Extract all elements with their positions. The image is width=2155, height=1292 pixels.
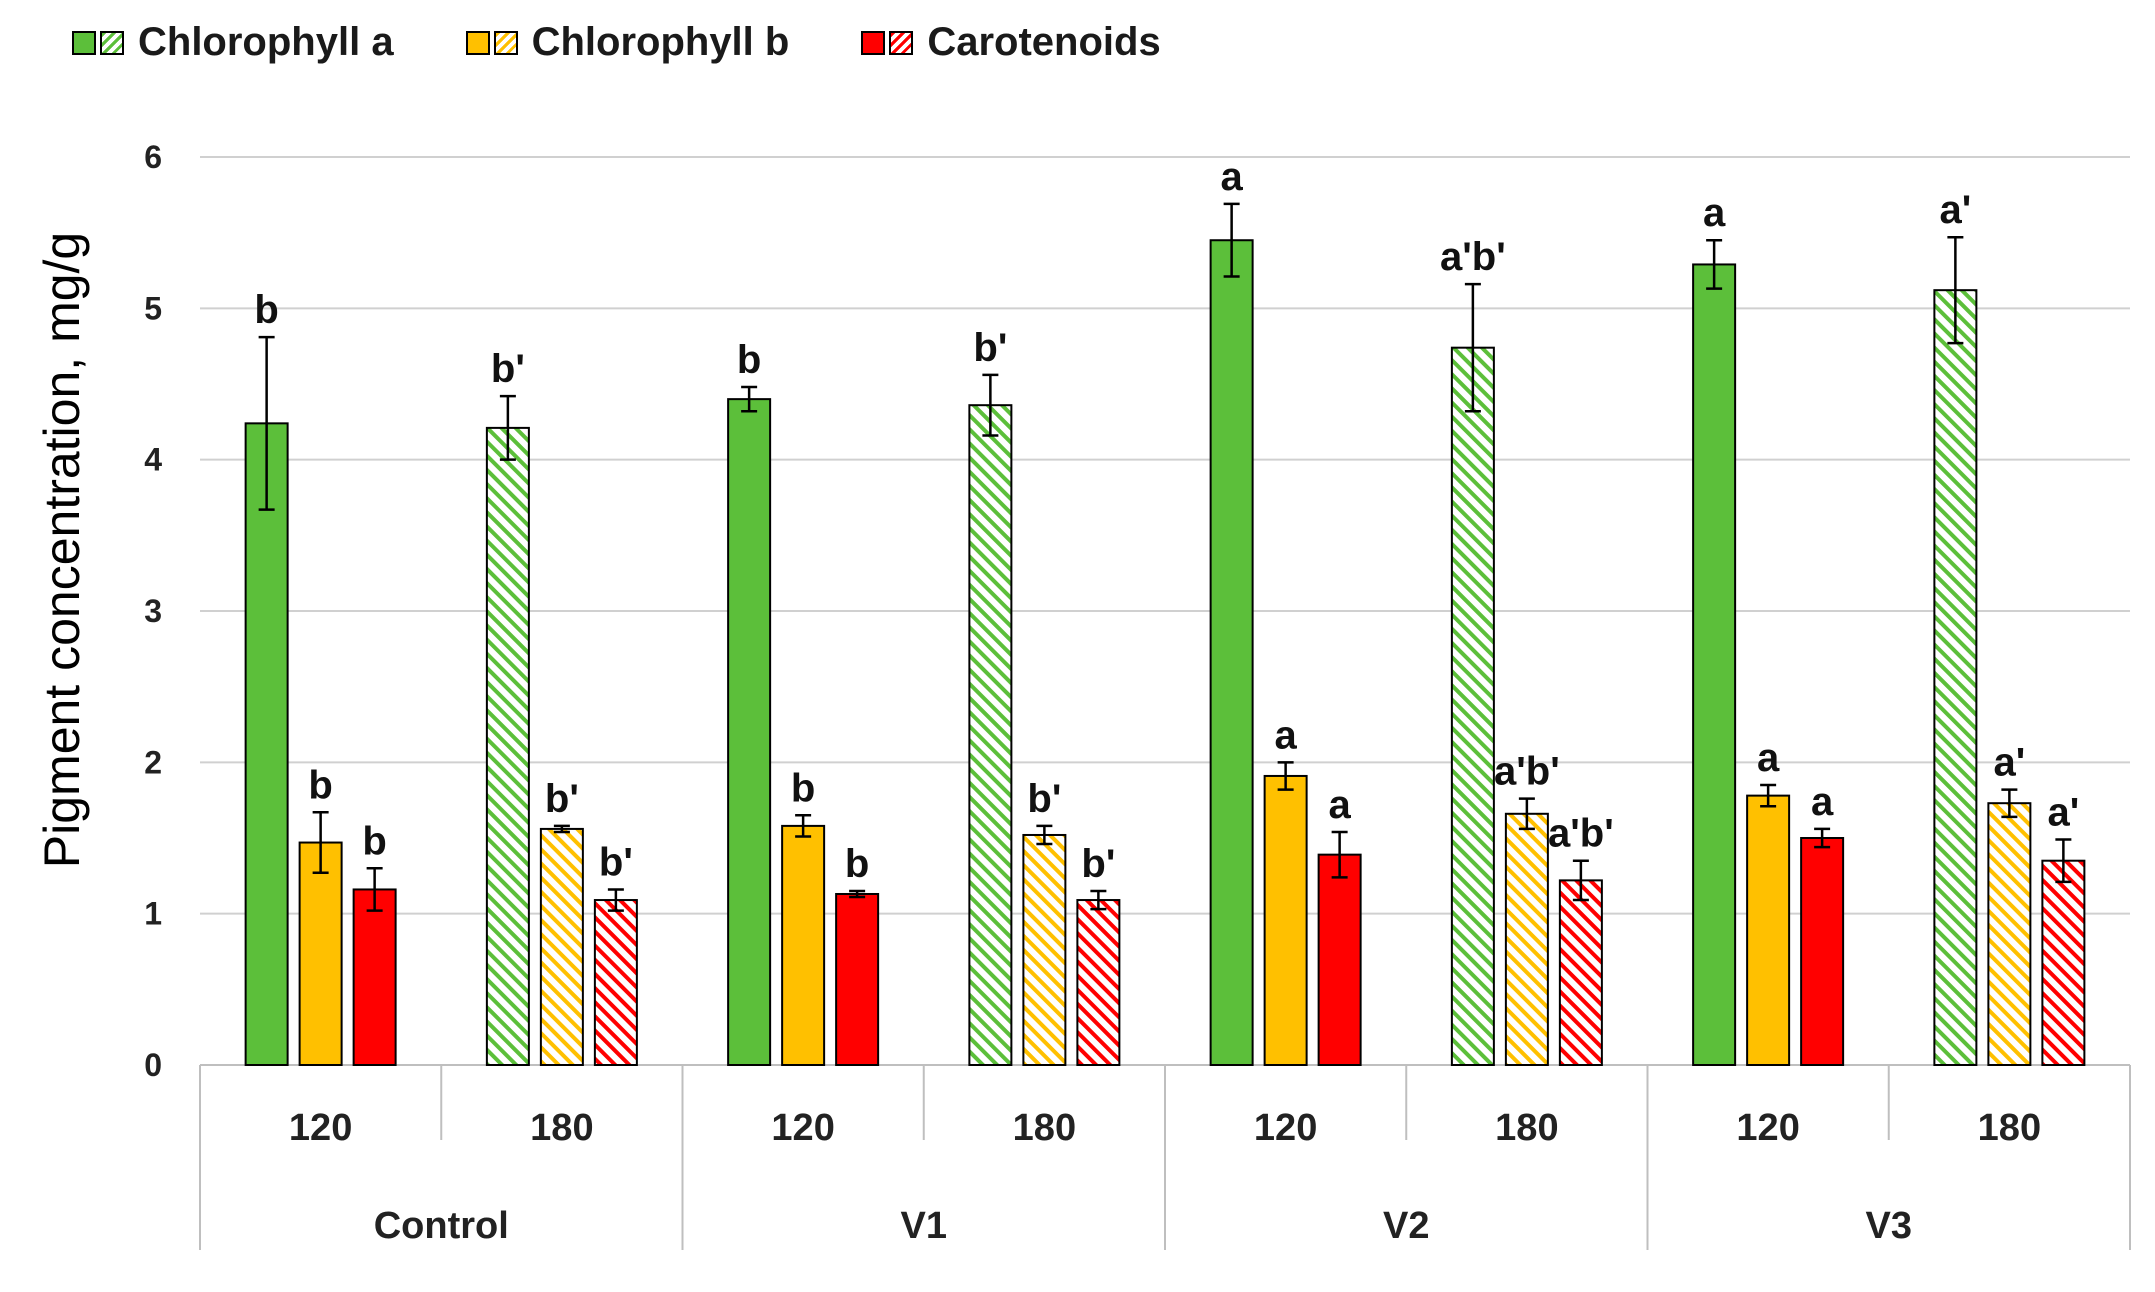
bar [1263,774,1308,1066]
y-tick-label: 1 [144,896,162,932]
bar [2041,859,2086,1067]
bar [1504,812,1549,1067]
period-label: 180 [1495,1107,1558,1149]
legend-swatch-carotenoids-hatched [889,30,914,55]
bar [1450,346,1495,1066]
legend-label-chlorophyll-b: Chlorophyll b [531,20,790,64]
significance-label: b [737,338,761,382]
bar [298,841,343,1066]
period-label: 120 [289,1107,352,1149]
legend-item-chlorophyll-a: Chlorophyll a [72,20,394,65]
legend-item-chlorophyll-b: Chlorophyll b [465,20,790,65]
significance-label: a [1757,736,1780,780]
significance-label: b [254,288,278,332]
significance-label: a' [1939,188,1971,232]
bar [352,888,397,1066]
significance-label: a'b' [1548,812,1614,856]
bar [727,398,772,1066]
significance-label: b [845,842,869,886]
group-label: Control [374,1205,509,1247]
significance-label: a' [1993,741,2025,785]
significance-label: a'b' [1440,235,1506,279]
significance-label: a [1221,155,1244,199]
y-tick-label: 0 [144,1047,162,1083]
bar [1209,239,1254,1066]
period-label: 180 [1013,1107,1076,1149]
group-label: V3 [1866,1205,1912,1247]
y-tick-label: 5 [144,290,162,326]
bar [1317,853,1362,1066]
significance-label: b' [599,840,633,884]
period-label: 120 [1736,1107,1799,1149]
legend-item-carotenoids: Carotenoids [861,20,1161,65]
bar [1076,899,1121,1067]
significance-label: b' [973,326,1007,370]
chart-legend: Chlorophyll a Chlorophyll b Carotenoids [72,20,1233,65]
period-label: 120 [771,1107,834,1149]
significance-label: b [791,766,815,810]
y-tick-label: 6 [144,139,162,175]
legend-swatch-chlorophyll-b-solid [465,30,490,55]
bar [485,426,530,1066]
y-tick-label: 2 [144,744,162,780]
significance-label: b [362,819,386,863]
significance-label: b' [1081,842,1115,886]
bar [1558,879,1603,1067]
bar [1746,794,1791,1066]
period-label: 120 [1254,1107,1317,1149]
significance-label: b' [491,347,525,391]
significance-label: a [1703,191,1726,235]
bar [1987,802,2032,1067]
period-label: 180 [1978,1107,2041,1149]
significance-label: a [1329,783,1352,827]
group-label: V2 [1383,1205,1429,1247]
bar [781,824,826,1066]
bar [1800,837,1845,1066]
bar [1022,833,1067,1066]
significance-label: a'b' [1494,750,1560,794]
period-label: 180 [530,1107,593,1149]
legend-swatch-chlorophyll-a-hatched [100,30,124,55]
significance-label: b' [545,777,579,821]
significance-label: a [1811,780,1834,824]
legend-label-carotenoids: Carotenoids [927,20,1161,64]
y-tick-label: 4 [144,442,162,478]
y-tick-label: 3 [144,593,162,629]
bar [835,892,880,1067]
significance-label: b' [1027,777,1061,821]
group-label: V1 [901,1205,947,1247]
legend-swatch-carotenoids-solid [861,30,886,55]
legend-swatch-chlorophyll-a-solid [72,30,96,55]
bar [1692,263,1737,1066]
legend-label-chlorophyll-a: Chlorophyll a [138,20,394,64]
bar [593,899,638,1067]
bar [244,422,289,1066]
significance-label: b [308,763,332,807]
bar [539,827,584,1066]
bar [968,404,1013,1067]
significance-label: a' [2047,791,2079,835]
legend-swatch-chlorophyll-b-hatched [493,30,518,55]
bar [1933,289,1978,1066]
significance-label: a [1275,713,1298,757]
